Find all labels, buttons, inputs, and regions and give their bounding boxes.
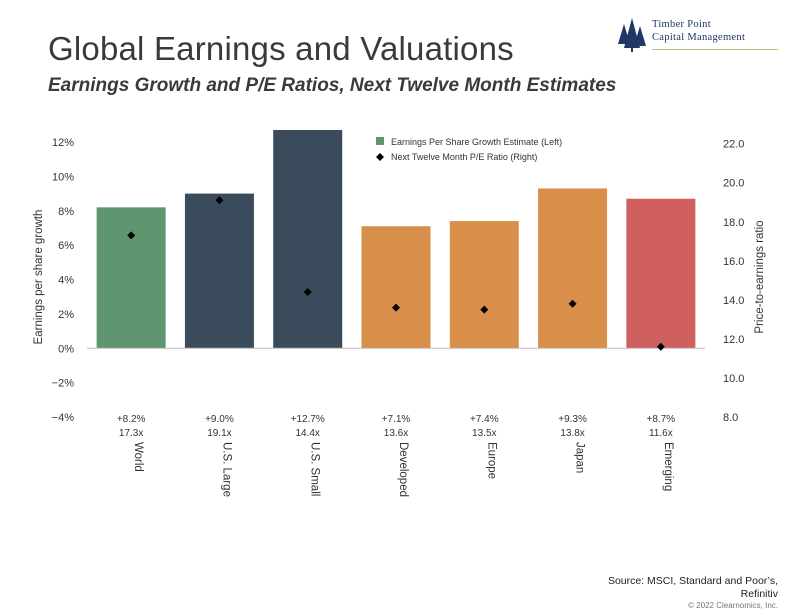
legend: Earnings Per Share Growth Estimate (Left… [376, 137, 562, 162]
bar [96, 207, 166, 349]
chart-title: Global Earnings and Valuations [48, 30, 514, 67]
pe-diamond-marker [215, 196, 224, 205]
legend-marker-label: Next Twelve Month P/E Ratio (Right) [391, 152, 537, 162]
y-tick-label: 2% [58, 309, 74, 321]
y-tick-label: −2% [52, 378, 75, 390]
bar [538, 188, 608, 349]
category-label: Europe [485, 442, 497, 479]
legend-diamond-icon [376, 153, 384, 161]
logo-divider [652, 49, 778, 50]
category-label: Developed [397, 442, 409, 497]
pe-diamond-marker [656, 342, 665, 351]
pe-data-label: 17.3x [119, 428, 143, 439]
category-label: U.S. Small [309, 442, 321, 496]
source-line-2: Refinitiv [740, 588, 778, 600]
growth-data-label: +8.2% [117, 414, 146, 425]
y-tick-label: 12% [52, 137, 74, 149]
category-label: U.S. Large [220, 442, 232, 497]
bar [184, 193, 254, 349]
tree-logo-icon [618, 18, 646, 52]
logo-line-1: Timber Point [652, 19, 711, 30]
company-logo: Timber Point Capital Management [652, 18, 745, 44]
growth-data-label: +9.0% [205, 414, 234, 425]
category-label: Japan [574, 442, 586, 473]
y-tick-label: 6% [58, 240, 74, 252]
pe-diamond-marker [392, 303, 400, 312]
pe-diamond-marker [480, 305, 489, 314]
pe-data-label: 11.6x [649, 428, 673, 439]
y-tick-label: 10% [52, 171, 74, 183]
y-axis-title: Earnings per share growth [33, 210, 45, 345]
y2-tick-label: 22.0 [723, 139, 744, 151]
growth-data-label: +7.1% [382, 414, 411, 425]
left-axis: −4% −2% 0% 2% 4% 6% 8% 10% 12% [52, 137, 75, 424]
right-axis: 8.0 10.0 12.0 14.0 16.0 18.0 20.0 22.0 [723, 139, 744, 424]
legend-bar-swatch [376, 137, 384, 145]
legend-bar-label: Earnings Per Share Growth Estimate (Left… [391, 137, 562, 147]
y-tick-label: 8% [58, 206, 74, 218]
pe-diamond-marker [303, 288, 312, 297]
y2-tick-label: 20.0 [723, 178, 744, 190]
y-tick-label: −4% [52, 412, 75, 424]
copyright: © 2022 Clearnomics, Inc. [688, 601, 778, 610]
bar [449, 221, 519, 349]
pe-data-label: 19.1x [207, 428, 231, 439]
growth-data-label: +12.7% [291, 414, 325, 425]
y2-tick-label: 10.0 [723, 373, 744, 385]
y2-axis-title: Price-to-earnings ratio [754, 220, 766, 333]
source-note: Source: MSCI, Standard and Poor’s, Refin… [608, 575, 778, 601]
growth-data-label: +9.3% [558, 414, 587, 425]
y-tick-label: 0% [58, 343, 74, 355]
pe-data-label: 13.8x [560, 428, 584, 439]
y2-tick-label: 16.0 [723, 256, 744, 268]
pe-data-label: 14.4x [295, 428, 319, 439]
y-tick-label: 4% [58, 275, 74, 287]
pe-data-label: 13.6x [384, 428, 408, 439]
bar [273, 130, 343, 349]
bar [626, 198, 696, 349]
pe-marker-series [127, 196, 665, 351]
y2-tick-label: 14.0 [723, 295, 744, 307]
category-labels: World U.S. Large U.S. Small Developed Europe… [132, 442, 674, 497]
growth-data-label: +8.7% [647, 414, 676, 425]
logo-line-2: Capital Management [652, 32, 746, 43]
category-label: Emerging [662, 442, 674, 491]
growth-data-label: +7.4% [470, 414, 499, 425]
y2-tick-label: 18.0 [723, 217, 744, 229]
y2-tick-label: 12.0 [723, 334, 744, 346]
source-line-1: Source: MSCI, Standard and Poor’s, [607, 575, 778, 587]
category-label: World [132, 442, 144, 472]
pe-diamond-marker [127, 231, 136, 240]
bar [361, 226, 431, 349]
chart-subtitle: Earnings Growth and P/E Ratios, Next Twe… [48, 75, 617, 96]
pe-diamond-marker [568, 299, 577, 308]
pe-data-label: 13.5x [472, 428, 496, 439]
bar-series [96, 130, 696, 349]
data-labels: +8.2% 17.3x +9.0% 19.1x +12.7% 14.4x +7.1% 13.6… [117, 414, 675, 439]
y2-tick-label: 8.0 [723, 412, 738, 424]
